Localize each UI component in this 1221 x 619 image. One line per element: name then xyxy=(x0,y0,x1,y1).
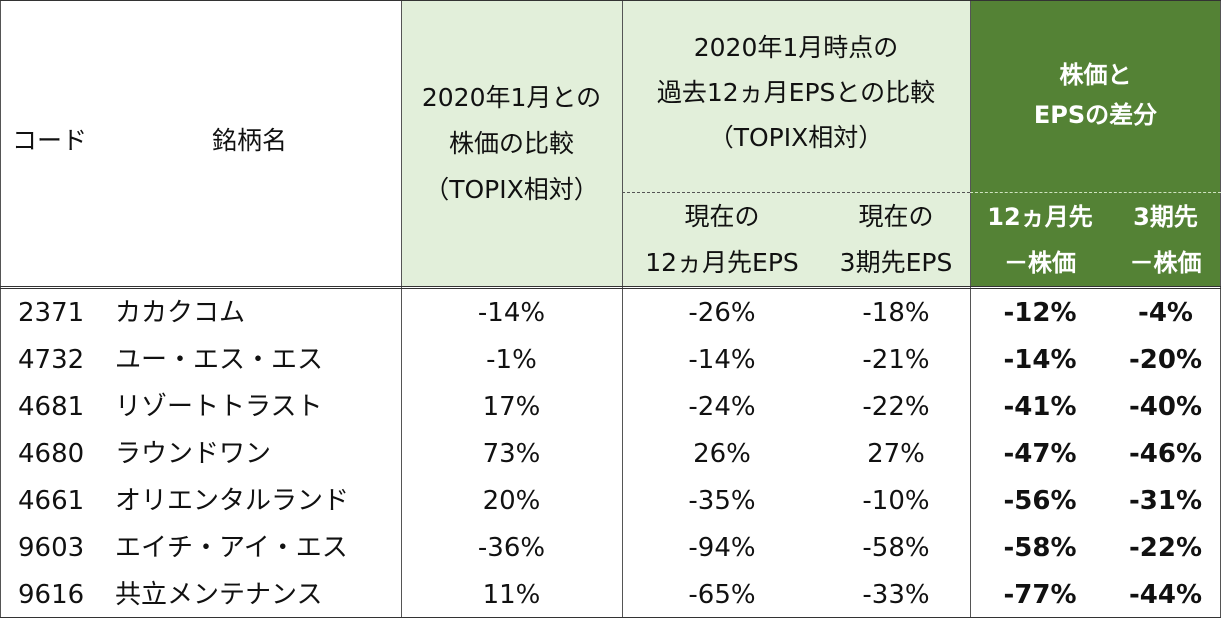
cell-code: 9616 xyxy=(18,580,85,610)
cell-eps-3y: -18% xyxy=(862,298,930,328)
cell-eps-12m: 26% xyxy=(693,439,751,469)
header-name: 銘柄名 xyxy=(212,126,288,155)
cell-diff-12m: -12% xyxy=(1003,298,1077,328)
cell-price-compare: -1% xyxy=(486,345,537,375)
cell-diff-12m: -77% xyxy=(1003,580,1077,610)
header-diff-3y-line2: －株価 xyxy=(1129,248,1202,277)
cell-eps-12m: -24% xyxy=(688,392,756,422)
table-row: 4661 オリエンタルランド 20% -35% -10% -56% -31% xyxy=(0,478,1221,525)
header-diff-12m-line2: －株価 xyxy=(1004,248,1076,277)
cell-price-compare: 17% xyxy=(482,392,541,422)
divider-eps-left xyxy=(622,0,623,618)
cell-price-compare: 11% xyxy=(482,580,541,610)
cell-eps-3y: -33% xyxy=(862,580,930,610)
header-eps-line2: 過去12ヵ月EPSとの比較 xyxy=(656,77,936,107)
cell-diff-3y: -46% xyxy=(1128,439,1203,469)
cell-diff-12m: -14% xyxy=(1003,345,1077,375)
cell-diff-3y: -44% xyxy=(1128,580,1203,610)
cell-code: 4661 xyxy=(18,486,85,516)
cell-code: 4681 xyxy=(18,392,85,422)
header-diff-12m: 12ヵ月先 －株価 xyxy=(970,192,1110,287)
cell-name: オリエンタルランド xyxy=(115,486,350,516)
cell-eps-3y: 27% xyxy=(867,439,925,469)
header-bg-price xyxy=(401,0,622,287)
header-eps-compare: 2020年1月時点の 過去12ヵ月EPSとの比較 （TOPIX相対） xyxy=(622,22,970,162)
cell-diff-3y: -31% xyxy=(1128,486,1203,516)
header-eps-line1: 2020年1月時点の xyxy=(693,32,899,62)
header-diff-line2: EPSの差分 xyxy=(1033,101,1158,129)
table-row: 2371 カカクコム -14% -26% -18% -12% -4% xyxy=(0,290,1221,337)
header-price-line1: 2020年1月との xyxy=(421,82,602,112)
cell-name: 共立メンテナンス xyxy=(115,580,323,610)
header-eps-12m: 現在の 12ヵ月先EPS xyxy=(622,192,822,287)
header-bg-diff xyxy=(970,0,1221,287)
header-eps-line3: （TOPIX相対） xyxy=(708,122,884,152)
header-eps-3y-line1: 現在の xyxy=(858,201,934,231)
header-price-compare: 2020年1月との 株価の比較 （TOPIX相対） xyxy=(401,0,622,287)
cell-eps-3y: -10% xyxy=(862,486,930,516)
header-bg-eps xyxy=(622,0,970,287)
header-price-line3: （TOPIX相対） xyxy=(424,174,599,204)
header-diff-line1: 株価と xyxy=(1059,61,1132,89)
table-row: 4732 ユー・エス・エス -1% -14% -21% -14% -20% xyxy=(0,337,1221,384)
cell-eps-12m: -94% xyxy=(688,533,756,563)
header-bottom-line-2 xyxy=(0,288,1221,289)
border-top xyxy=(0,0,1221,1)
cell-price-compare: -36% xyxy=(477,533,546,563)
cell-diff-3y: -40% xyxy=(1128,392,1203,422)
header-price-line2: 株価の比較 xyxy=(448,128,574,158)
header-eps-12m-line2: 12ヵ月先EPS xyxy=(645,247,799,277)
cell-code: 4732 xyxy=(18,345,85,375)
cell-diff-12m: -41% xyxy=(1003,392,1077,422)
cell-name: ラウンドワン xyxy=(115,439,272,469)
cell-diff-12m: -47% xyxy=(1003,439,1077,469)
cell-diff-3y: -20% xyxy=(1128,345,1203,375)
divider-price-left xyxy=(401,0,402,618)
cell-price-compare: 20% xyxy=(482,486,541,516)
header-diff-12m-line1: 12ヵ月先 xyxy=(987,202,1093,231)
cell-price-compare: 73% xyxy=(482,439,541,469)
cell-name: ユー・エス・エス xyxy=(115,345,324,375)
header-eps-3y: 現在の 3期先EPS xyxy=(822,192,970,287)
header-bottom-line xyxy=(0,286,1221,287)
table-row: 9616 共立メンテナンス 11% -65% -33% -77% -44% xyxy=(0,572,1221,619)
cell-diff-3y: -22% xyxy=(1128,533,1203,563)
header-diff-3y-line1: 3期先 xyxy=(1133,202,1198,231)
header-diff-3y: 3期先 －株価 xyxy=(1110,192,1221,287)
cell-eps-12m: -35% xyxy=(688,486,756,516)
header-eps-3y-line2: 3期先EPS xyxy=(839,247,953,277)
table-row: 9603 エイチ・アイ・エス -36% -94% -58% -58% -22% xyxy=(0,525,1221,572)
cell-eps-3y: -22% xyxy=(862,392,930,422)
cell-price-compare: -14% xyxy=(477,298,546,328)
table-row: 4680 ラウンドワン 73% 26% 27% -47% -46% xyxy=(0,431,1221,478)
cell-diff-12m: -58% xyxy=(1003,533,1077,563)
cell-name: エイチ・アイ・エス xyxy=(115,533,348,563)
cell-eps-3y: -58% xyxy=(862,533,930,563)
header-eps-12m-line1: 現在の xyxy=(684,201,760,231)
cell-name: リゾートトラスト xyxy=(115,392,323,422)
divider-diff-left xyxy=(970,0,971,618)
eps-subheader-divider xyxy=(622,192,970,193)
cell-eps-3y: -21% xyxy=(862,345,930,375)
diff-subheader-divider xyxy=(970,192,1221,193)
cell-code: 9603 xyxy=(18,533,85,563)
cell-diff-12m: -56% xyxy=(1003,486,1077,516)
cell-code: 2371 xyxy=(18,298,85,328)
header-code: コード xyxy=(12,126,88,155)
cell-name: カカクコム xyxy=(115,298,246,328)
cell-eps-12m: -65% xyxy=(688,580,756,610)
cell-code: 4680 xyxy=(18,439,85,469)
border-left xyxy=(0,0,1,618)
header-diff: 株価と EPSの差分 xyxy=(970,40,1221,150)
table-row: 4681 リゾートトラスト 17% -24% -22% -41% -40% xyxy=(0,384,1221,431)
cell-eps-12m: -14% xyxy=(688,345,756,375)
cell-eps-12m: -26% xyxy=(688,298,756,328)
cell-diff-3y: -4% xyxy=(1138,298,1193,328)
